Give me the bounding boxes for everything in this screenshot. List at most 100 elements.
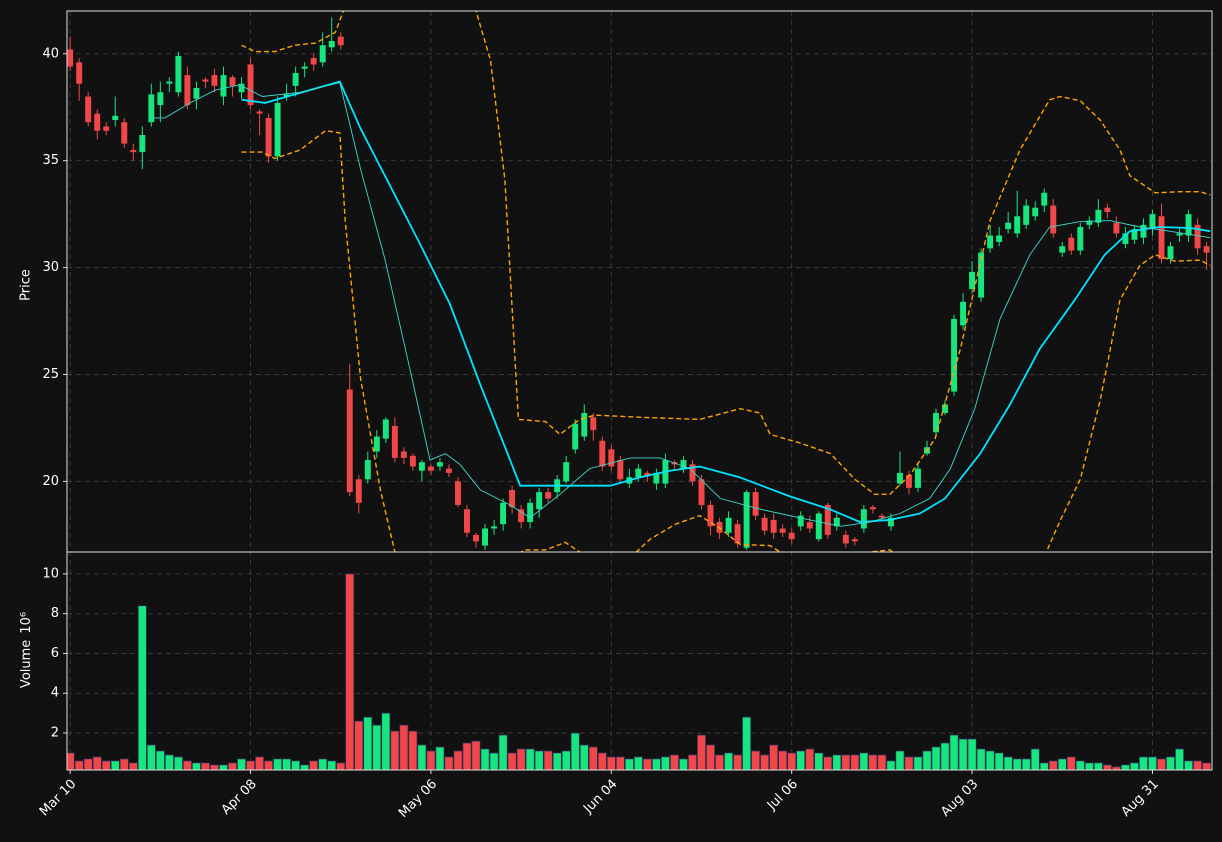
- volume-bar: [255, 756, 265, 770]
- candle-body: [166, 81, 173, 84]
- candle-body: [157, 92, 164, 106]
- candle-body: [905, 475, 912, 488]
- candle-body: [969, 271, 976, 289]
- y-tick-label: 35: [42, 153, 59, 168]
- volume-bar: [669, 754, 679, 770]
- volume-bar: [471, 740, 481, 770]
- volume-bar: [534, 750, 544, 770]
- candle-body: [878, 515, 885, 518]
- volume-bar: [733, 754, 743, 770]
- volume-bar: [516, 748, 526, 770]
- candle-body: [752, 492, 759, 516]
- candle-body: [599, 440, 606, 467]
- y-tick-label: 20: [42, 474, 59, 489]
- candle-body: [698, 479, 705, 505]
- candle-body: [743, 492, 750, 548]
- volume-bar: [615, 756, 625, 770]
- candle-body: [445, 468, 452, 473]
- volume-bar: [1075, 760, 1085, 770]
- volume-bar: [336, 762, 346, 770]
- volume-bar: [769, 744, 779, 770]
- candle-body: [536, 492, 543, 510]
- candle-body: [734, 524, 741, 544]
- candle-body: [382, 419, 389, 439]
- volume-bar: [543, 750, 553, 770]
- indicator-line: [241, 80, 1211, 524]
- volume-bar: [1093, 762, 1103, 770]
- volume-bar: [309, 760, 319, 770]
- candle-body: [1158, 216, 1165, 260]
- volume-bar: [705, 744, 716, 770]
- volume-bar: [273, 758, 283, 770]
- price-panel: [67, 11, 1211, 552]
- volume-bar: [381, 712, 391, 770]
- volume-bar: [74, 760, 84, 770]
- volume-bar: [922, 750, 932, 770]
- volume-bar: [552, 752, 562, 770]
- volume-bar: [137, 605, 147, 770]
- volume-bar: [1184, 760, 1194, 770]
- candle-body: [942, 404, 949, 414]
- candle-body: [148, 94, 155, 123]
- candle-body: [933, 413, 939, 433]
- volume-bar: [67, 752, 75, 770]
- candle-body: [788, 532, 795, 540]
- volume-bar: [687, 754, 698, 770]
- candle-body: [617, 460, 624, 480]
- candle-body: [1131, 229, 1138, 240]
- volume-bar: [173, 756, 183, 770]
- candle-body: [581, 413, 588, 437]
- volume-bar: [940, 742, 950, 770]
- candle-body: [355, 479, 362, 503]
- volume-bar: [696, 734, 707, 770]
- candle-body: [121, 122, 128, 144]
- candle-body: [175, 55, 182, 93]
- candle-body: [238, 83, 245, 93]
- volume-bar: [1120, 764, 1130, 770]
- volume-bar: [363, 716, 373, 770]
- candle-body: [202, 79, 209, 82]
- volume-bar: [525, 748, 535, 770]
- candle-body: [436, 462, 443, 467]
- volume-bar: [994, 752, 1004, 770]
- volume-bar: [778, 750, 788, 770]
- volume-bar: [372, 724, 382, 770]
- candle-body: [869, 507, 876, 510]
- volume-bar: [155, 750, 165, 770]
- candle-body: [1185, 214, 1192, 236]
- candle-body: [1194, 224, 1201, 249]
- candle-body: [1140, 224, 1147, 238]
- volume-bar: [318, 758, 328, 770]
- volume-bar: [1138, 756, 1149, 770]
- candle-body: [455, 481, 461, 505]
- candle-body: [824, 504, 831, 535]
- y-axis-label: Price: [19, 269, 34, 301]
- volume-bar: [209, 764, 220, 770]
- volume-bar: [1165, 756, 1176, 770]
- volume-bar: [164, 754, 174, 770]
- candle-body: [1032, 207, 1039, 217]
- volume-bar: [967, 738, 977, 770]
- volume-bar: [985, 750, 995, 770]
- volume-bar: [218, 764, 229, 770]
- candle-body: [914, 468, 921, 488]
- volume-bar: [877, 754, 887, 770]
- volume-bar: [92, 756, 102, 770]
- candle-body: [500, 502, 507, 525]
- volume-bar: [291, 760, 301, 770]
- candle-body: [139, 135, 146, 153]
- candle-body: [1122, 233, 1129, 245]
- volume-bar: [200, 762, 210, 770]
- candle-body: [653, 472, 660, 484]
- volume-bar: [264, 760, 274, 770]
- volume-bar: [606, 756, 616, 770]
- volume-bar: [633, 756, 643, 770]
- volume-bar: [110, 760, 120, 770]
- candle-body: [310, 58, 317, 65]
- indicator-line: [150, 82, 1211, 527]
- candle-body: [337, 36, 344, 46]
- candle-body: [346, 389, 353, 493]
- volume-bar: [236, 758, 247, 770]
- volume-bar: [913, 756, 923, 770]
